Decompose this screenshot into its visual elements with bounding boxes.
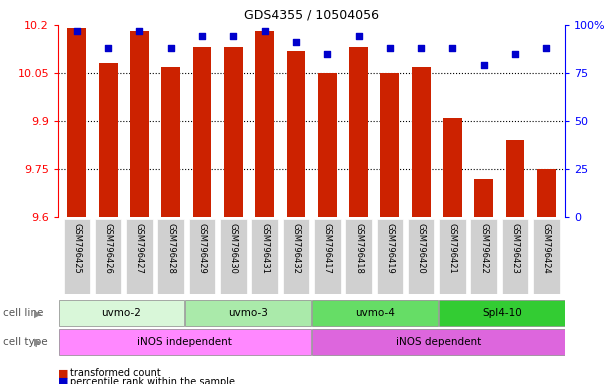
Text: GSM796429: GSM796429 (197, 223, 207, 273)
Point (323, 51, 332, 57)
FancyBboxPatch shape (251, 219, 278, 294)
Point (510, 51, 520, 57)
Text: cell line: cell line (3, 308, 43, 318)
Text: transformed count: transformed count (70, 368, 161, 378)
Point (134, 28, 144, 34)
Bar (130, 31, 149, 217)
Bar (474, 179, 493, 217)
Bar (224, 47, 243, 217)
Point (479, 62, 489, 68)
FancyBboxPatch shape (312, 300, 437, 326)
Text: GSM796423: GSM796423 (511, 223, 519, 273)
FancyBboxPatch shape (376, 219, 403, 294)
Text: GSM796418: GSM796418 (354, 223, 363, 273)
Bar (349, 47, 368, 217)
Text: GSM796417: GSM796417 (323, 223, 332, 273)
Point (354, 33, 364, 40)
FancyBboxPatch shape (312, 329, 565, 355)
Point (416, 45, 426, 51)
Text: percentile rank within the sample: percentile rank within the sample (70, 377, 235, 384)
Bar (287, 51, 306, 217)
Text: GSM796427: GSM796427 (135, 223, 144, 273)
FancyBboxPatch shape (533, 219, 560, 294)
Text: GSM796430: GSM796430 (229, 223, 238, 273)
Text: cell type: cell type (3, 337, 48, 347)
Title: GDS4355 / 10504056: GDS4355 / 10504056 (244, 8, 379, 21)
FancyBboxPatch shape (439, 300, 565, 326)
Bar (67, 28, 86, 217)
Point (260, 28, 269, 34)
Bar (99, 63, 117, 217)
Text: ▶: ▶ (34, 337, 42, 347)
FancyBboxPatch shape (314, 219, 340, 294)
FancyBboxPatch shape (502, 219, 529, 294)
Text: GSM796420: GSM796420 (417, 223, 426, 273)
Bar (412, 66, 431, 217)
FancyBboxPatch shape (345, 219, 372, 294)
FancyBboxPatch shape (59, 329, 311, 355)
FancyBboxPatch shape (439, 219, 466, 294)
Point (385, 45, 395, 51)
Bar (381, 73, 399, 217)
Point (229, 33, 238, 40)
Point (448, 45, 458, 51)
FancyBboxPatch shape (283, 219, 309, 294)
Text: GSM796425: GSM796425 (72, 223, 81, 273)
FancyBboxPatch shape (126, 219, 153, 294)
Bar (443, 118, 462, 217)
Text: uvmo-3: uvmo-3 (229, 308, 268, 318)
Text: ■: ■ (58, 377, 68, 384)
FancyBboxPatch shape (158, 219, 184, 294)
Text: GSM796432: GSM796432 (291, 223, 301, 273)
Point (197, 33, 207, 40)
Text: iNOS independent: iNOS independent (137, 337, 232, 347)
FancyBboxPatch shape (64, 219, 90, 294)
Text: GSM796431: GSM796431 (260, 223, 269, 273)
Text: uvmo-4: uvmo-4 (355, 308, 395, 318)
Point (166, 45, 175, 51)
Point (541, 45, 551, 51)
Text: GSM796424: GSM796424 (542, 223, 551, 273)
Point (291, 39, 301, 45)
Bar (161, 66, 180, 217)
Text: Spl4-10: Spl4-10 (482, 308, 522, 318)
FancyBboxPatch shape (189, 219, 215, 294)
Point (103, 45, 113, 51)
FancyBboxPatch shape (95, 219, 122, 294)
FancyBboxPatch shape (186, 300, 311, 326)
Text: uvmo-2: uvmo-2 (101, 308, 141, 318)
Bar (506, 140, 524, 217)
FancyBboxPatch shape (408, 219, 434, 294)
Text: ■: ■ (58, 368, 68, 378)
FancyBboxPatch shape (59, 300, 184, 326)
Text: GSM796426: GSM796426 (104, 223, 112, 273)
FancyBboxPatch shape (470, 219, 497, 294)
Text: GSM796428: GSM796428 (166, 223, 175, 273)
Bar (255, 31, 274, 217)
Bar (318, 73, 337, 217)
Text: GSM796422: GSM796422 (479, 223, 488, 273)
Bar (192, 47, 211, 217)
Text: ▶: ▶ (34, 308, 42, 318)
Point (72, 28, 82, 34)
FancyBboxPatch shape (220, 219, 247, 294)
Text: GSM796419: GSM796419 (386, 223, 394, 273)
Bar (537, 169, 556, 217)
Text: GSM796421: GSM796421 (448, 223, 457, 273)
Text: iNOS dependent: iNOS dependent (396, 337, 481, 347)
